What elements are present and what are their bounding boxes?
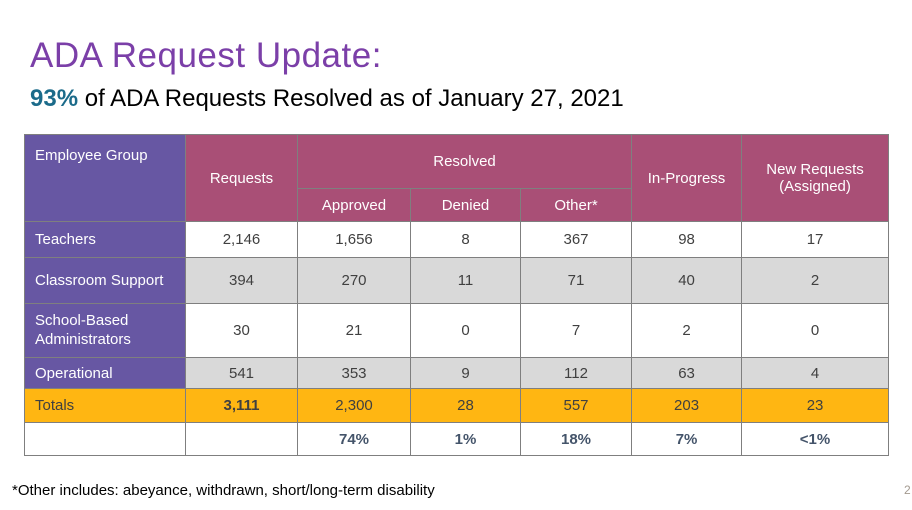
- cell-denied: 11: [410, 257, 521, 304]
- cell-requests: 541: [185, 357, 298, 389]
- cell-new-requests: 4: [741, 357, 890, 389]
- footnote: *Other includes: abeyance, withdrawn, sh…: [12, 482, 435, 499]
- cell-approved: 353: [297, 357, 411, 389]
- percent-other: 18%: [519, 422, 633, 456]
- totals-other: 557: [519, 388, 633, 423]
- subtitle-percentage: 93%: [30, 85, 79, 112]
- cell-approved: 270: [297, 257, 411, 304]
- col-header-new-requests: New Requests (Assigned): [741, 134, 890, 222]
- cell-in-progress: 2: [631, 303, 743, 358]
- row-label: School-Based Administrators: [24, 303, 186, 358]
- row-label: Classroom Support: [24, 257, 186, 304]
- cell-approved: 21: [297, 303, 411, 358]
- col-header-in-progress: In-Progress: [631, 134, 743, 222]
- percent-empty-group: [24, 422, 186, 456]
- cell-new-requests: 2: [741, 257, 890, 304]
- cell-denied: 0: [410, 303, 521, 358]
- totals-new-requests: 23: [741, 388, 890, 423]
- cell-in-progress: 63: [631, 357, 743, 389]
- cell-requests: 30: [185, 303, 298, 358]
- subtitle: 93% of ADA Requests Resolved as of Janua…: [30, 85, 624, 113]
- cell-requests: 394: [185, 257, 298, 304]
- percent-in-progress: 7%: [631, 422, 743, 456]
- percent-empty-requests: [185, 422, 298, 456]
- header-row-2: Approved Denied Other*: [25, 188, 889, 222]
- cell-new-requests: 17: [741, 221, 890, 258]
- cell-denied: 8: [410, 221, 521, 258]
- subtitle-text: of ADA Requests Resolved as of January 2…: [78, 85, 624, 112]
- cell-denied: 9: [410, 357, 521, 389]
- percent-new-requests: <1%: [741, 422, 890, 456]
- header-row-1: Employee Group Requests Resolved In-Prog…: [24, 134, 890, 222]
- cell-other: 71: [519, 257, 633, 304]
- table-row-classroom-support: Classroom Support 394 270 11 71 40 2: [24, 257, 890, 304]
- row-label: Teachers: [24, 221, 186, 258]
- col-header-approved: Approved: [297, 188, 411, 222]
- cell-requests: 2,146: [185, 221, 298, 258]
- totals-approved: 2,300: [297, 388, 411, 423]
- percent-denied: 1%: [410, 422, 521, 456]
- col-header-resolved: Resolved: [296, 134, 633, 189]
- totals-denied: 28: [410, 388, 521, 423]
- cell-other: 112: [519, 357, 633, 389]
- table-row-school-based-administrators: School-Based Administrators 30 21 0 7 2 …: [24, 303, 890, 358]
- cell-approved: 1,656: [297, 221, 411, 258]
- totals-requests: 3,111: [185, 388, 298, 423]
- table-row-percentages: 74% 1% 18% 7% <1%: [24, 422, 890, 456]
- col-header-employee-group: Employee Group: [24, 134, 186, 222]
- table-row-totals: Totals 3,111 2,300 28 557 203 23: [24, 388, 890, 423]
- cell-in-progress: 98: [631, 221, 743, 258]
- percent-approved: 74%: [297, 422, 411, 456]
- ada-requests-table: Employee Group Requests Resolved In-Prog…: [24, 134, 890, 456]
- page-title: ADA Request Update:: [30, 36, 382, 75]
- cell-in-progress: 40: [631, 257, 743, 304]
- col-header-other: Other*: [519, 188, 633, 222]
- slide-number: 2: [904, 483, 911, 497]
- cell-other: 367: [519, 221, 633, 258]
- cell-new-requests: 0: [741, 303, 890, 358]
- totals-in-progress: 203: [631, 388, 743, 423]
- table-row-teachers: Teachers 2,146 1,656 8 367 98 17: [24, 221, 890, 258]
- col-header-denied: Denied: [410, 188, 521, 222]
- row-label: Operational: [24, 357, 186, 389]
- totals-label: Totals: [24, 388, 186, 423]
- col-header-requests: Requests: [185, 134, 298, 222]
- cell-other: 7: [519, 303, 633, 358]
- table-row-operational: Operational 541 353 9 112 63 4: [24, 357, 890, 389]
